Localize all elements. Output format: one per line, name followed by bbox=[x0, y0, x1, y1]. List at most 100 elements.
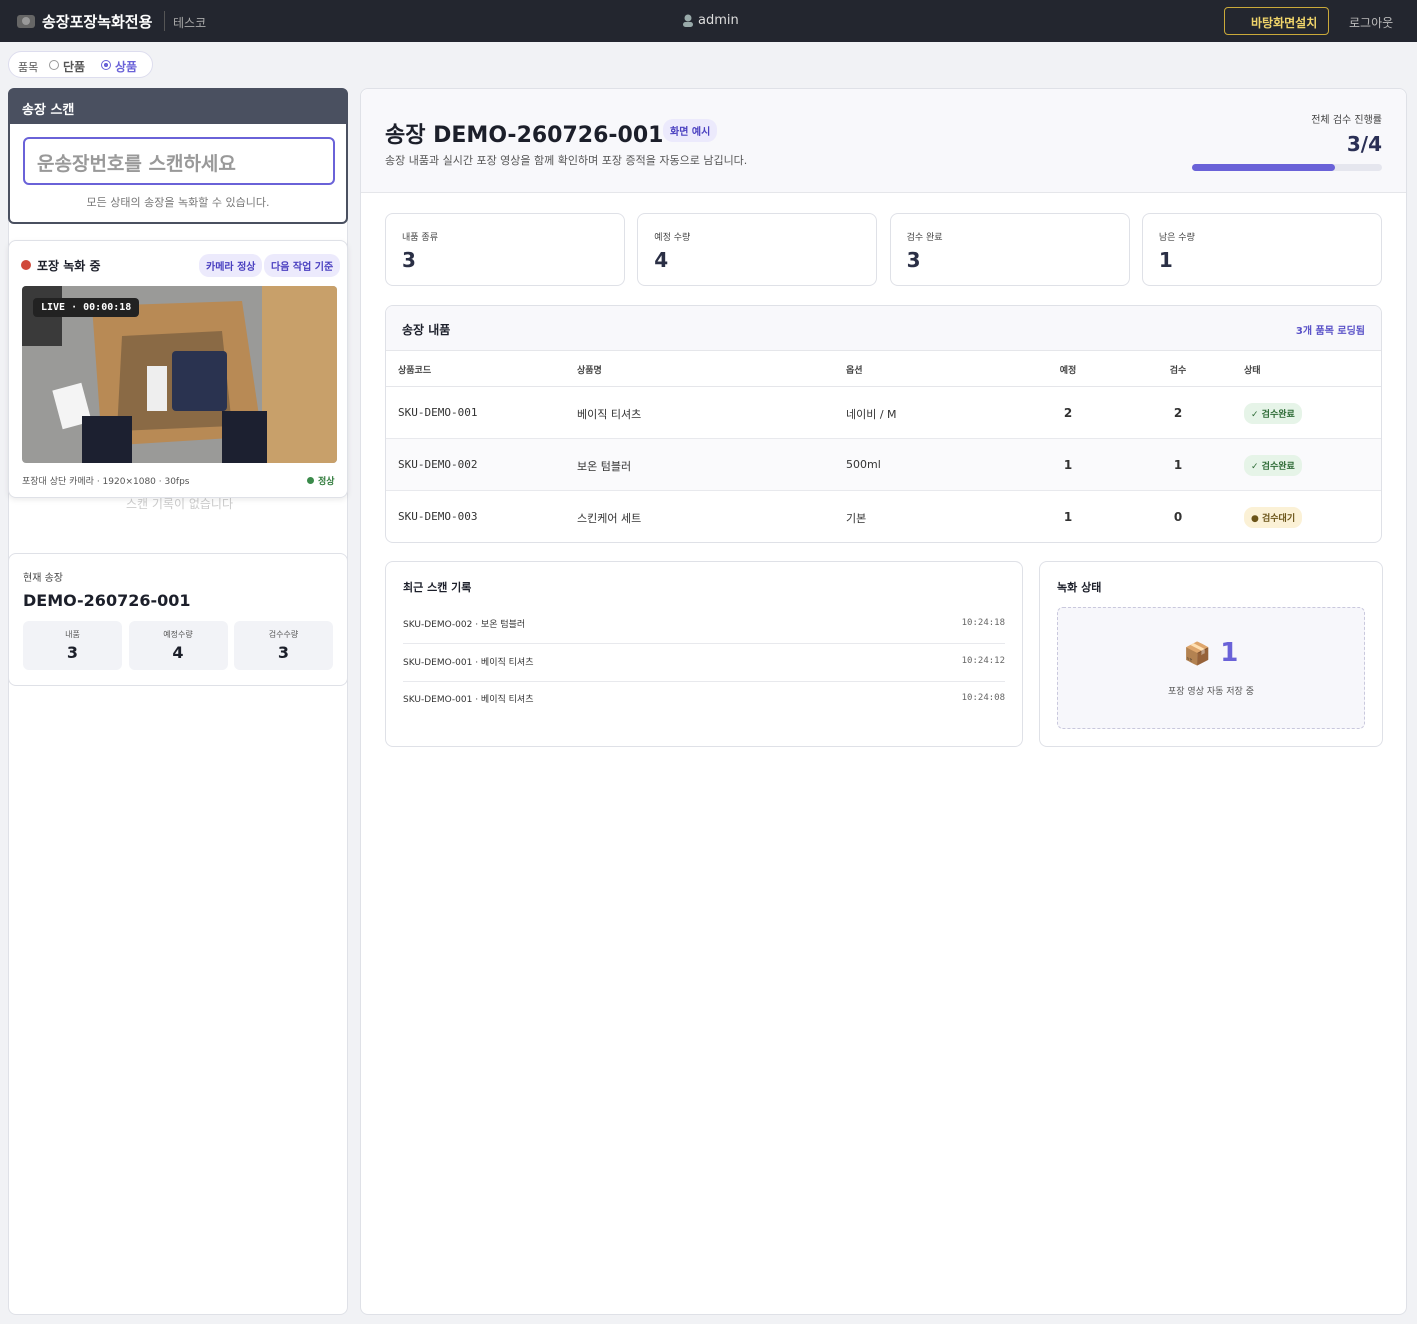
recent-scans: 최근 스캔 기록 SKU-DEMO-002 · 보온 텀블러 10:24:18 SK… bbox=[385, 561, 1023, 747]
scan-time: 10:24:18 bbox=[961, 618, 1005, 628]
mode-selector: 품목 단품 상품 bbox=[8, 51, 153, 78]
empty-text: 스캔 기록이 없습니다 bbox=[126, 497, 233, 511]
scan-text: SKU-DEMO-001 · 베이직 티셔츠 bbox=[403, 695, 534, 705]
table-title: 송장 내품 bbox=[402, 323, 451, 337]
radio-circle[interactable] bbox=[49, 60, 59, 70]
table-row bbox=[386, 439, 1381, 491]
sku-cell: SKU-DEMO-002 bbox=[398, 458, 478, 471]
table-cell: 1 bbox=[1063, 458, 1073, 472]
progress-label: 전체 검수 진행률 bbox=[1311, 115, 1382, 126]
stat-box: 검수수량 3 bbox=[234, 621, 333, 670]
column-header: 상품코드 bbox=[398, 366, 432, 376]
column-header: 옵션 bbox=[846, 366, 863, 376]
top-bar: 송장포장녹화전용 테스코 admin 바탕화면설치 로그아웃 bbox=[0, 0, 1417, 42]
separator bbox=[403, 680, 1005, 682]
table-cell: 스킨케어 세트 bbox=[577, 512, 642, 525]
mode-option[interactable]: 상품 bbox=[115, 60, 138, 74]
summary-value: 3 bbox=[402, 248, 416, 272]
scan-text: SKU-DEMO-001 · 베이직 티셔츠 bbox=[403, 657, 534, 668]
status-box: 📦 1 포장 영상 자동 저장 중 bbox=[1057, 607, 1365, 729]
column-header: 상태 bbox=[1244, 366, 1261, 376]
logo-icon bbox=[17, 15, 35, 28]
mode-label: 품목 bbox=[18, 61, 39, 74]
recording-card: 포장 녹화 중 카메라 정상 다음 작업 기준 LIVE · 00:00:18 … bbox=[8, 240, 348, 498]
scan-title: 송장 스캔 bbox=[10, 90, 346, 124]
stat-value: 3 bbox=[66, 643, 79, 662]
table-row bbox=[386, 387, 1381, 439]
camera-info: 포장대 상단 카메라 · 1920×1080 · 30fps bbox=[22, 477, 190, 487]
summary-card: 예정 수량 4 bbox=[637, 213, 878, 286]
mode-option[interactable]: 단품 bbox=[63, 60, 86, 74]
invoice-number: DEMO-260726-001 bbox=[23, 591, 191, 610]
logout-button[interactable]: 로그아웃 bbox=[1349, 16, 1394, 30]
table-row bbox=[386, 491, 1381, 542]
summary-card: 검수 완료 3 bbox=[889, 213, 1130, 286]
rec-dot bbox=[21, 260, 31, 270]
table-cell: 기본 bbox=[846, 512, 867, 525]
user-icon bbox=[683, 14, 693, 27]
summary-value: 4 bbox=[654, 248, 669, 272]
stat-label: 내품 bbox=[65, 630, 80, 639]
column-header-row bbox=[386, 351, 1381, 387]
badge: 다음 작업 기준 bbox=[264, 254, 341, 277]
separator bbox=[403, 643, 1005, 644]
current-invoice: 현재 송장 DEMO-260726-001 내품 3 예정수량 4 검수수량 3 bbox=[8, 553, 348, 686]
progress-sep: / bbox=[1360, 132, 1369, 156]
scan-time: 10:24:08 bbox=[961, 693, 1005, 703]
table-cell: 보온 텀블러 bbox=[577, 460, 632, 473]
column-header: 상품명 bbox=[577, 366, 602, 376]
progress-text: 3/4 bbox=[1347, 132, 1382, 156]
scan-input[interactable]: 운송장번호를 스캔하세요 bbox=[23, 137, 335, 185]
status-icon: 📦 bbox=[1183, 642, 1212, 667]
table-cell: 베이직 티셔츠 bbox=[577, 408, 642, 421]
progress-track bbox=[1192, 164, 1382, 171]
stat-value: 3 bbox=[277, 643, 290, 662]
camera-feed bbox=[22, 286, 337, 463]
table-cell: 2 bbox=[1063, 406, 1073, 420]
install-button[interactable]: 바탕화면설치 bbox=[1224, 7, 1329, 35]
recording-status: 녹화 상태 📦 1 포장 영상 자동 저장 중 bbox=[1039, 561, 1383, 747]
scan-time: 10:24:12 bbox=[961, 655, 1005, 666]
radio-circle[interactable] bbox=[101, 60, 111, 70]
summary-label: 예정 수량 bbox=[654, 233, 691, 243]
table-cell: 0 bbox=[1173, 510, 1183, 524]
summary-label: 내품 종류 bbox=[402, 233, 438, 243]
status-pill: ✓ 검수완료 bbox=[1244, 403, 1302, 424]
table-cell: 1 bbox=[1173, 458, 1183, 472]
summary-label: 검수 완료 bbox=[906, 233, 943, 243]
summary-label: 남은 수량 bbox=[1158, 233, 1195, 243]
sku-cell: SKU-DEMO-003 bbox=[398, 510, 478, 523]
progress-bar bbox=[1192, 164, 1335, 171]
company: 테스코 bbox=[173, 16, 207, 30]
divider bbox=[164, 11, 165, 31]
main-title: 송장 DEMO-260726-001 bbox=[385, 123, 664, 148]
badge: 카메라 정상 bbox=[199, 254, 263, 277]
progress-done: 3 bbox=[1346, 132, 1361, 156]
stat-box: 내품 3 bbox=[23, 621, 122, 670]
table-cell: 2 bbox=[1173, 406, 1183, 420]
tag: 화면 예시 bbox=[663, 119, 718, 142]
camera-status: 정상 bbox=[318, 477, 335, 487]
loaded-text: 3개 품목 로딩됨 bbox=[1295, 326, 1365, 337]
status-count: 1 bbox=[1220, 638, 1239, 668]
stat-box: 예정수량 4 bbox=[128, 621, 228, 670]
progress-total: 4 bbox=[1368, 132, 1382, 156]
column-header: 검수 bbox=[1169, 366, 1187, 376]
rec-title: 포장 녹화 중 bbox=[37, 259, 101, 273]
summary-card: 남은 수량 1 bbox=[1141, 213, 1382, 286]
scan-panel: 송장 스캔 운송장번호를 스캔하세요 모든 상태의 송장을 녹화할 수 있습니다… bbox=[8, 88, 348, 224]
status-pill: ✓ 검수완료 bbox=[1244, 455, 1302, 476]
status-count-row: 📦 1 bbox=[1058, 638, 1364, 668]
recent-title: 최근 스캔 기록 bbox=[403, 581, 472, 594]
summary-value: 3 bbox=[906, 248, 921, 272]
column-header: 예정 bbox=[1059, 366, 1077, 376]
main-header: 송장 DEMO-260726-001 화면 예시 송장 내품과 실시간 포장 영… bbox=[361, 89, 1406, 193]
status-caption: 포장 영상 자동 저장 중 bbox=[1168, 687, 1254, 697]
table-cell: 네이비 / M bbox=[846, 408, 897, 421]
status-pill: ● 검수대기 bbox=[1244, 507, 1303, 528]
main-panel: 송장 DEMO-260726-001 화면 예시 송장 내품과 실시간 포장 영… bbox=[360, 88, 1407, 1315]
sku-cell: SKU-DEMO-001 bbox=[398, 406, 478, 419]
stat-label: 예정수량 bbox=[163, 630, 193, 639]
table-head bbox=[386, 306, 1381, 351]
